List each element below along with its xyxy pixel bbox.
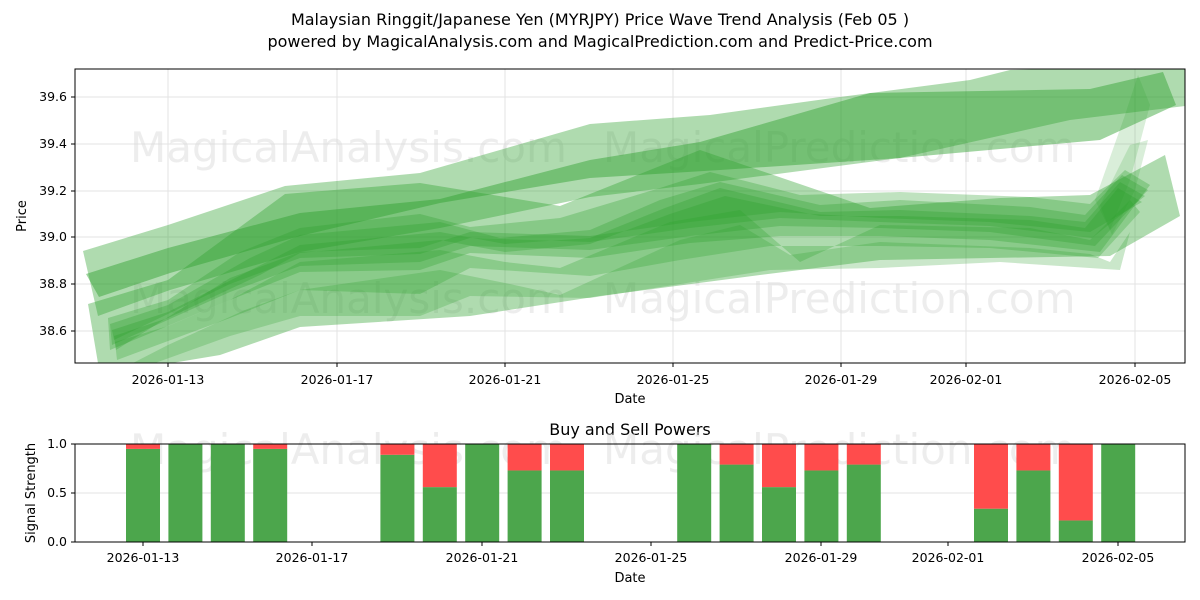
svg-text:2026-01-21: 2026-01-21 [469,372,542,387]
svg-text:2026-01-13: 2026-01-13 [107,550,180,565]
svg-text:2026-01-29: 2026-01-29 [805,372,878,387]
chart-subtitle: powered by MagicalAnalysis.com and Magic… [267,32,933,51]
price-y-axis-label: Price [15,200,30,232]
price-x-tick-labels: 2026-01-13 2026-01-17 2026-01-21 2026-01… [132,372,1172,387]
wave-bands [83,69,1185,363]
buy-bar [465,444,500,542]
signal-x-tick-labels: 2026-01-13 2026-01-17 2026-01-21 2026-01… [107,550,1155,565]
signal-y-tick-marks [71,443,75,543]
buy-bar [804,470,839,542]
buy-bar [974,508,1008,542]
buy-bar [719,464,754,542]
buy-bar [550,470,584,542]
signal-x-axis-label: Date [614,571,645,586]
sell-bar [719,444,754,465]
chart-title: Malaysian Ringgit/Japanese Yen (MYRJPY) … [290,10,910,29]
sell-bar [762,444,796,488]
price-x-axis-label: Date [614,392,645,407]
signal-y-axis-label: Signal Strength [24,443,39,543]
price-chart: MagicalAnalysis.com MagicalPrediction.co… [15,68,1186,407]
signal-x-tick-marks [142,542,1119,546]
signal-y-tick-labels: 1.0 0.5 0.0 [47,436,67,549]
price-axes-frame [74,68,1186,364]
buy-bar [1101,444,1136,542]
watermark-analysis-mid: MagicalAnalysis.com [130,274,567,323]
price-x-tick-marks [167,363,1136,367]
buy-bar [846,464,881,542]
buy-bar [1058,520,1093,542]
buy-bar [677,444,712,542]
sell-bar [1058,444,1093,521]
buy-bar [1016,470,1051,542]
signal-chart-title: Buy and Sell Powers [549,420,711,439]
buy-bar [762,487,796,542]
svg-text:38.8: 38.8 [39,276,67,291]
svg-text:2026-01-25: 2026-01-25 [637,372,710,387]
buy-bar [210,444,245,542]
svg-text:2026-01-29: 2026-01-29 [785,550,858,565]
svg-text:38.6: 38.6 [39,323,67,338]
sell-bar [1016,444,1051,471]
watermark-prediction-mid: MagicalPrediction.com [603,274,1076,323]
svg-text:2026-01-13: 2026-01-13 [132,372,205,387]
svg-text:39.4: 39.4 [39,136,67,151]
svg-text:2026-01-17: 2026-01-17 [301,372,374,387]
sell-bar [126,444,160,449]
sell-bar [422,444,457,488]
svg-text:2026-01-25: 2026-01-25 [615,550,688,565]
sell-bar [804,444,839,471]
svg-text:39.6: 39.6 [39,89,67,104]
buy-bar [168,444,203,542]
signal-bars [126,444,1136,542]
svg-text:2026-02-05: 2026-02-05 [1082,550,1155,565]
svg-text:0.5: 0.5 [47,485,67,500]
buy-bar [126,448,160,542]
svg-text:2026-02-01: 2026-02-01 [930,372,1003,387]
svg-text:39.0: 39.0 [39,229,67,244]
svg-text:0.0: 0.0 [47,534,67,549]
sell-bar [846,444,881,465]
sell-bar [253,444,288,449]
price-y-tick-labels: 39.6 39.4 39.2 39.0 38.8 38.6 [39,89,67,338]
svg-text:2026-01-21: 2026-01-21 [446,550,519,565]
svg-text:2026-02-01: 2026-02-01 [912,550,985,565]
watermark-prediction-top: MagicalPrediction.com [603,123,1076,172]
sell-bar [380,444,415,455]
sell-bar [507,444,542,471]
buy-bar [507,470,542,542]
svg-text:2026-01-17: 2026-01-17 [276,550,349,565]
buy-bar [422,487,457,542]
sell-bar [974,444,1008,509]
sell-bar [550,444,584,471]
svg-text:39.2: 39.2 [39,183,67,198]
signal-chart: Buy and Sell Powers MagicalAnalysis.com … [24,420,1186,586]
price-grid [75,69,1185,363]
price-y-tick-marks [71,96,75,332]
svg-text:2026-02-05: 2026-02-05 [1099,372,1172,387]
svg-text:1.0: 1.0 [47,436,67,451]
buy-bar [253,448,288,542]
watermark-analysis-top: MagicalAnalysis.com [130,123,567,172]
buy-bar [380,454,415,542]
